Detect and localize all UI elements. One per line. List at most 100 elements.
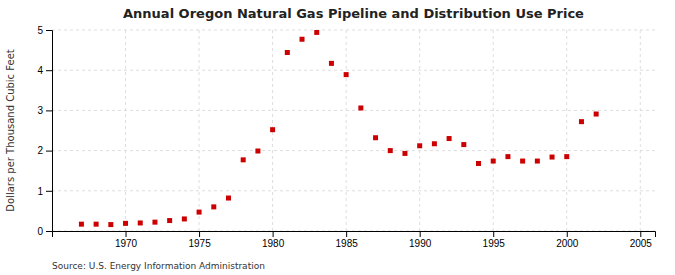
x-tick: 1970	[115, 231, 138, 249]
x-tick-label: 2005	[630, 238, 653, 249]
point	[564, 154, 569, 159]
x-grid-line	[493, 30, 494, 231]
point	[535, 159, 540, 164]
y-tick: 1	[37, 186, 52, 197]
point	[447, 136, 452, 141]
point	[285, 50, 290, 55]
y-grid-line	[52, 150, 655, 151]
point	[152, 220, 157, 225]
points	[79, 30, 599, 227]
x-tick: 1990	[409, 231, 432, 249]
x-tick-label: 1990	[409, 238, 432, 249]
y-grid-line	[52, 70, 655, 71]
x-tick-mark	[199, 231, 200, 237]
y-tick: 0	[37, 226, 52, 237]
title: Annual Oregon Natural Gas Pipeline and D…	[123, 6, 584, 21]
y-axis-title: Dollars per Thousand Cubic Feet	[5, 49, 16, 212]
x-tick-mark	[273, 231, 274, 237]
point	[270, 127, 275, 132]
point	[594, 112, 599, 117]
y-axis: 0 1 2 3 4 5	[37, 25, 52, 237]
x-tick-mark	[567, 231, 568, 237]
x-axis-line	[53, 232, 656, 238]
y-tick-mark	[46, 151, 52, 152]
x-grid-line	[419, 30, 420, 231]
point	[167, 218, 172, 223]
y-tick-label: 3	[37, 105, 43, 116]
y-tick-label: 4	[37, 65, 43, 76]
x-tick-mark	[420, 231, 421, 237]
point	[300, 37, 305, 42]
y-tick-label: 1	[37, 186, 43, 197]
point	[520, 159, 525, 164]
point	[79, 222, 84, 227]
point	[94, 222, 99, 227]
point	[417, 143, 422, 148]
x-tick-label: 1980	[262, 238, 285, 249]
point	[197, 210, 202, 215]
point	[358, 105, 363, 110]
y-tick-mark	[46, 191, 52, 192]
y-tick: 5	[37, 25, 52, 36]
point	[461, 142, 466, 147]
point	[402, 151, 407, 156]
y-tick: 2	[37, 145, 52, 156]
grid	[52, 30, 655, 231]
point	[138, 220, 143, 225]
x-tick-label: 2000	[556, 238, 579, 249]
x-tick-mark	[493, 231, 494, 237]
x-tick: 2005	[630, 231, 653, 249]
x-tick-mark	[640, 231, 641, 237]
y-tick: 3	[37, 105, 52, 116]
x-axis: 1970 1975 1980 1985 1990 1995 2000 2005	[53, 231, 656, 249]
point	[550, 155, 555, 160]
point	[241, 157, 246, 162]
point	[579, 119, 584, 124]
x-tick-label: 1970	[115, 238, 138, 249]
point	[505, 154, 510, 159]
y-tick-label: 0	[37, 226, 43, 237]
y-axis-line	[46, 31, 53, 232]
point	[314, 30, 319, 35]
x-tick: 1980	[262, 231, 285, 249]
point	[211, 204, 216, 209]
y-grid-line	[52, 110, 655, 111]
point	[388, 148, 393, 153]
y-tick-mark	[46, 110, 52, 111]
annotation: Source: U.S. Energy Information Administ…	[52, 261, 265, 271]
y-tick: 4	[37, 65, 52, 76]
chart: 1970 1975 1980 1985 1990 1995 2000 2005 0 1 2 3 4 5 An…	[0, 0, 675, 275]
x-tick-mark	[346, 231, 347, 237]
point	[476, 161, 481, 166]
x-tick-mark	[126, 231, 127, 237]
point	[432, 141, 437, 146]
x-tick: 1985	[336, 231, 359, 249]
point	[329, 61, 334, 66]
x-tick-label: 1985	[336, 238, 359, 249]
y-tick-mark	[46, 70, 52, 71]
x-tick: 1995	[483, 231, 506, 249]
point	[226, 196, 231, 201]
x-grid-line	[199, 30, 200, 231]
x-grid-line	[566, 30, 567, 231]
x-tick-label: 1995	[483, 238, 506, 249]
x-grid-line	[125, 30, 126, 231]
y-tick-label: 2	[37, 145, 43, 156]
point	[123, 221, 128, 226]
point	[108, 222, 113, 227]
y-grid-line	[52, 190, 655, 191]
point	[344, 72, 349, 77]
x-grid-line	[640, 30, 641, 231]
point	[182, 216, 187, 221]
x-tick: 1975	[188, 231, 211, 249]
y-grid-line	[52, 30, 655, 31]
plot: 1970 1975 1980 1985 1990 1995 2000 2005 0 1 2 3 4 5	[37, 25, 655, 249]
y-tick-mark	[46, 30, 52, 31]
x-grid-line	[346, 30, 347, 231]
x-tick-label: 1975	[188, 238, 211, 249]
point	[255, 149, 260, 154]
point	[491, 159, 496, 164]
point	[373, 135, 378, 140]
y-tick-mark	[46, 231, 52, 232]
x-tick: 2000	[556, 231, 579, 249]
